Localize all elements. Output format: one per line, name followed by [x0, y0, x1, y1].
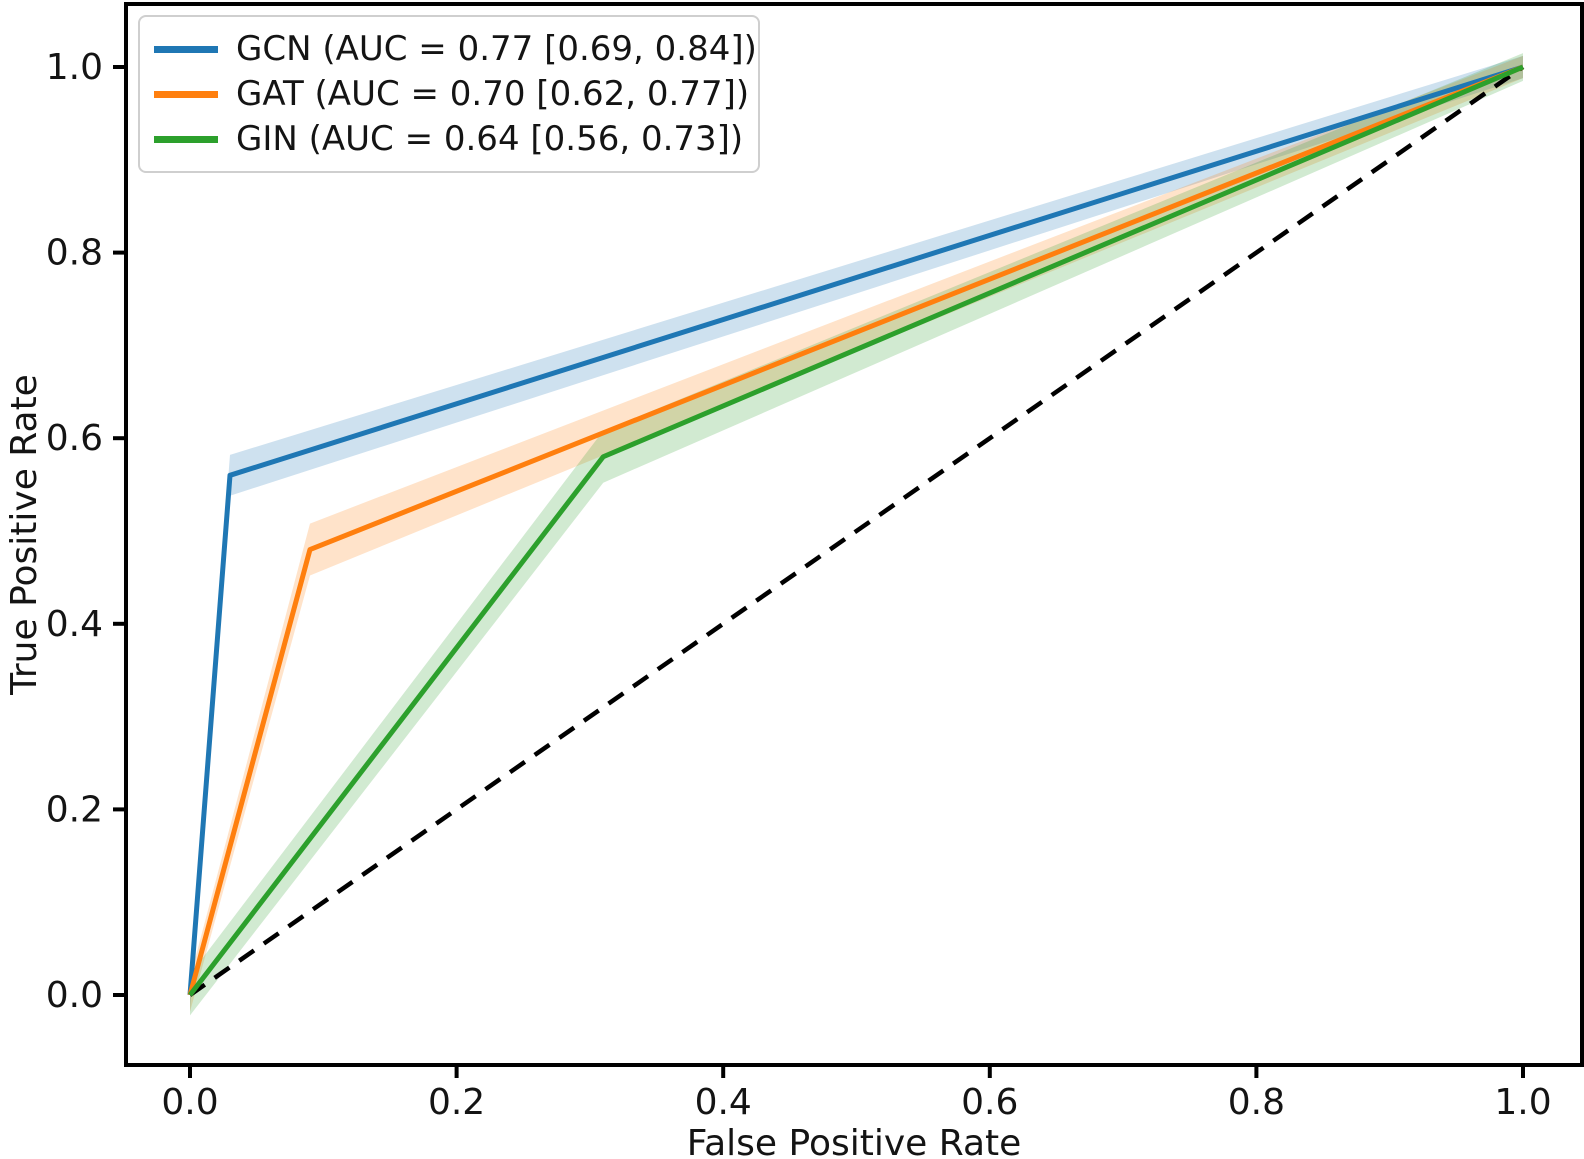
- legend-swatch-gcn-line: [154, 45, 218, 53]
- y-tick-label-1.0: 1.0: [46, 47, 103, 88]
- legend-item-gcn: GCN (AUC = 0.77 [0.69, 0.84]): [154, 32, 757, 66]
- x-tick-label-1.0: 1.0: [1494, 1082, 1551, 1123]
- legend-item-gat: GAT (AUC = 0.70 [0.62, 0.77]): [154, 74, 750, 114]
- y-tick-label-0.0: 0.0: [46, 975, 103, 1016]
- legend-item-gin: GIN (AUC = 0.64 [0.56, 0.73]): [154, 122, 748, 156]
- x-tick-label-0.4: 0.4: [695, 1082, 752, 1123]
- roc-curve-gin: [188, 64, 1524, 997]
- x-axis-label: False Positive Rate: [687, 1123, 1022, 1159]
- x-tick-label-0.0: 0.0: [161, 1082, 218, 1123]
- legend-label-gat: GAT (AUC = 0.70 [0.62, 0.77]): [236, 74, 750, 114]
- y-tick-label-0.2: 0.2: [46, 789, 103, 830]
- roc-curve-gcn: [187, 64, 1524, 996]
- roc-curve-gat: [187, 64, 1524, 996]
- x-tick-label-0.8: 0.8: [1228, 1082, 1285, 1123]
- y-tick-label-0.4: 0.4: [46, 604, 103, 645]
- y-axis-label: True Positive Rate: [4, 374, 45, 696]
- legend-swatch-gat-line: [154, 90, 218, 98]
- chance-diagonal-line: [188, 65, 1525, 997]
- y-tick-label-0.8: 0.8: [46, 233, 103, 274]
- legend: GCN (AUC = 0.77 [0.69, 0.84]) GAT (AUC =…: [138, 15, 760, 173]
- y-tick-label-0.6: 0.6: [46, 418, 103, 459]
- x-tick-label-0.2: 0.2: [428, 1082, 485, 1123]
- legend-swatch-gin-line: [154, 135, 218, 143]
- legend-label-gcn: GCN (AUC = 0.77 [0.69, 0.84]): [236, 29, 757, 69]
- axes-spines: [124, 2, 1584, 1067]
- confidence-band-gat: [190, 55, 1523, 1012]
- x-tick-label-0.6: 0.6: [961, 1082, 1018, 1123]
- legend-label-gin: GIN (AUC = 0.64 [0.56, 0.73]): [236, 119, 744, 159]
